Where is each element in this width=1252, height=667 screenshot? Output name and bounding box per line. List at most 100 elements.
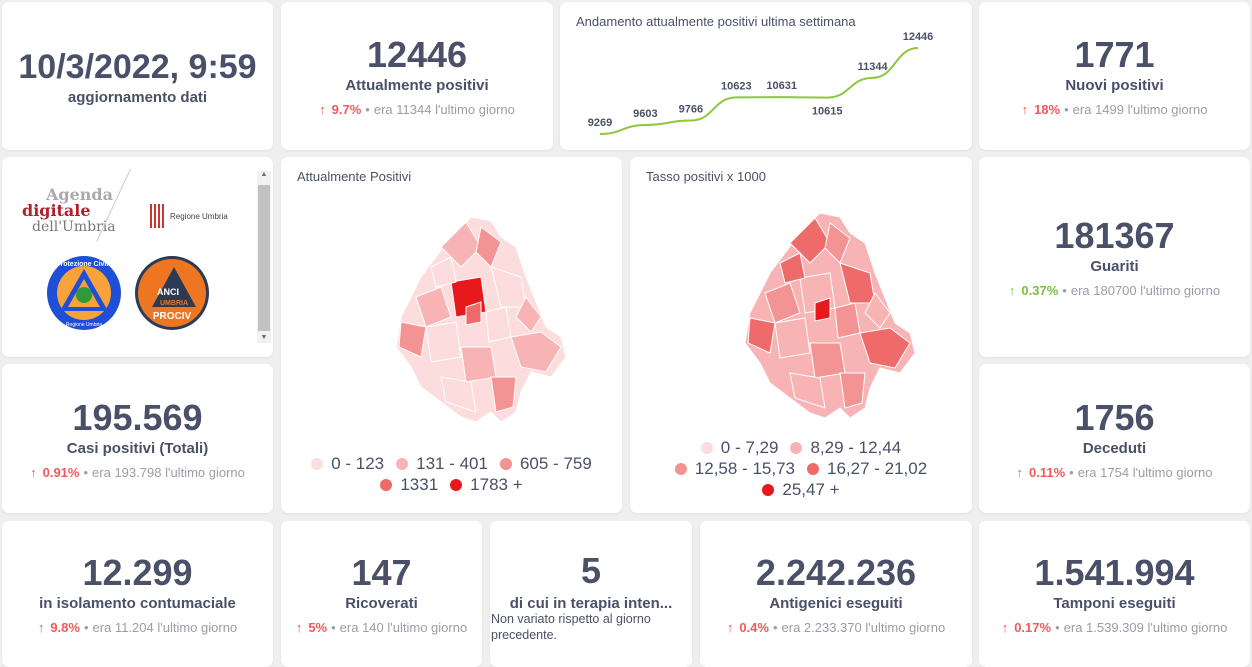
municipality[interactable] <box>747 317 776 354</box>
update-label: aggiornamento dati <box>67 88 208 106</box>
arrow-up-icon: ↑ <box>30 464 37 480</box>
kpi-terapia: 5 di cui in terapia inten... Non variato… <box>490 521 692 667</box>
municipality[interactable] <box>440 376 477 413</box>
municipality[interactable] <box>789 372 826 409</box>
kpi-prev: era 11.204 <box>92 620 154 635</box>
municipality[interactable] <box>774 317 811 359</box>
kpi-value: 2.242.236 <box>755 552 917 593</box>
data-label: 9603 <box>633 108 657 120</box>
kpi-label: Casi positivi (Totali) <box>66 439 209 457</box>
legend-label: 16,27 - 21,02 <box>827 459 928 478</box>
municipality[interactable] <box>834 302 861 339</box>
legend-swatch <box>396 458 409 470</box>
kpi-antigenici: 2.242.236 Antigenici eseguiti ↑ 0.4% • era … <box>700 521 972 667</box>
legend-swatch <box>762 484 775 496</box>
kpi-delta: ↑ 0.11% • era 1754 l'ultimo giorno <box>1017 465 1213 480</box>
arrow-up-icon: ↑ <box>1001 620 1009 635</box>
kpi-attuali: 12446 Attualmente positivi ↑ 9.7% • era 113… <box>281 2 553 150</box>
kpi-value: 147 <box>351 552 412 593</box>
bullet-icon: • <box>83 620 89 635</box>
legend-item: 0 - 123 <box>311 453 384 474</box>
map-title: Tasso positivi x 1000 <box>646 169 766 184</box>
municipality[interactable] <box>425 321 462 363</box>
kpi-delta: ↑ 9.7% • era 11344 l'ultimo giorno <box>319 102 515 117</box>
regione-icon <box>150 204 166 228</box>
legend-swatch <box>674 463 687 475</box>
umbria-map[interactable] <box>630 193 972 433</box>
kpi-pct: 9.8% <box>50 620 80 635</box>
kpi-label: Nuovi positivi <box>1065 77 1164 94</box>
municipality[interactable] <box>465 301 482 326</box>
arrow-up-icon: ↑ <box>1008 283 1016 298</box>
legend-swatch <box>807 463 819 475</box>
kpi-suffix: l'ultimo giorno <box>157 620 238 635</box>
update-card: 10/3/2022, 9:59 aggiornamento dati <box>2 2 273 150</box>
scroll-up-icon[interactable]: ▲ <box>260 171 268 178</box>
legend-label: 25,47 + <box>782 480 840 499</box>
kpi-suffix: l'ultimo giorno <box>387 620 468 635</box>
municipality[interactable] <box>515 296 542 333</box>
legend-label: 0 - 123 <box>331 454 385 473</box>
municipality[interactable] <box>398 321 427 358</box>
kpi-label: Deceduti <box>1082 439 1147 457</box>
legend-item: 1783 + <box>450 474 523 495</box>
bullet-icon: • <box>772 620 778 635</box>
scroll-down-icon[interactable]: ▼ <box>260 334 268 341</box>
kpi-prev: era 2.233.370 <box>781 620 862 635</box>
kpi-suffix: l'ultimo giorno <box>1127 102 1208 117</box>
kpi-prev: era 193.798 <box>92 464 162 480</box>
arrow-up-icon: ↑ <box>37 620 45 635</box>
legend-label: 131 - 401 <box>416 454 488 473</box>
legend-item: 1331 <box>380 474 438 495</box>
municipality[interactable] <box>485 306 512 343</box>
municipality[interactable] <box>814 297 831 322</box>
kpi-suffix: l'ultimo giorno <box>865 620 946 635</box>
arrow-up-icon: ↑ <box>1021 102 1029 117</box>
legend-item: 605 - 759 <box>499 453 592 474</box>
bullet-icon: • <box>83 464 89 480</box>
kpi-pct: 0.91% <box>42 464 80 480</box>
map-card-attuali: Attualmente Positivi 0 - 123 131 - 401 605… <box>281 157 622 513</box>
legend-item: 12,58 - 15,73 <box>674 458 795 479</box>
bullet-icon: • <box>1069 464 1074 480</box>
legend-swatch <box>700 442 713 454</box>
legend-label: 12,58 - 15,73 <box>694 459 795 478</box>
data-label: 10615 <box>812 106 843 118</box>
logos-card: Agenda digitale dell'Umbria Regione Umbr… <box>2 157 273 357</box>
municipality[interactable] <box>510 331 562 373</box>
logo-text: Protezione Civile <box>56 261 113 268</box>
municipality[interactable] <box>779 252 806 284</box>
municipality[interactable] <box>490 376 517 413</box>
municipality[interactable] <box>859 327 911 369</box>
data-label: 11344 <box>858 61 889 73</box>
kpi-pct: 0.4% <box>739 620 769 635</box>
kpi-value: 181367 <box>1054 215 1175 256</box>
kpi-label: di cui in terapia inten... <box>509 595 673 612</box>
legend-label: 605 - 759 <box>519 454 592 473</box>
legend-item: 25,47 + <box>762 479 840 500</box>
kpi-suffix: l'ultimo giorno <box>1132 464 1213 480</box>
kpi-pct: 0.11% <box>1029 464 1066 480</box>
kpi-suffix: l'ultimo giorno <box>165 464 245 480</box>
logo-text: PROCIV <box>153 311 192 322</box>
kpi-value: 5 <box>580 550 602 591</box>
kpi-label: Antigenici eseguiti <box>769 595 903 612</box>
kpi-casi: 195.569 Casi positivi (Totali) ↑ 0.91% • er… <box>2 364 273 513</box>
kpi-label: Guariti <box>1090 258 1139 275</box>
municipality[interactable] <box>415 286 452 328</box>
municipality[interactable] <box>764 282 801 324</box>
kpi-prev: era 1499 <box>1072 102 1124 117</box>
scrollbar-thumb[interactable] <box>258 185 270 331</box>
bullet-icon: • <box>1064 102 1069 117</box>
logo-text: ANCI <box>157 287 179 297</box>
kpi-label: Attualmente positivi <box>345 77 489 94</box>
municipality[interactable] <box>864 292 891 329</box>
umbria-map[interactable] <box>281 197 622 437</box>
trend-chart: 9269 9603 9766 10623 10631 10615 11344 12446 <box>588 31 933 135</box>
bullet-icon: • <box>1062 283 1067 298</box>
municipality[interactable] <box>839 372 866 409</box>
municipality[interactable] <box>430 256 457 288</box>
kpi-prev: era 1754 <box>1077 464 1130 480</box>
kpi-delta: ↑ 5% • era 140 l'ultimo giorno <box>296 620 467 635</box>
scrollbar[interactable]: ▲ ▼ <box>257 171 271 343</box>
